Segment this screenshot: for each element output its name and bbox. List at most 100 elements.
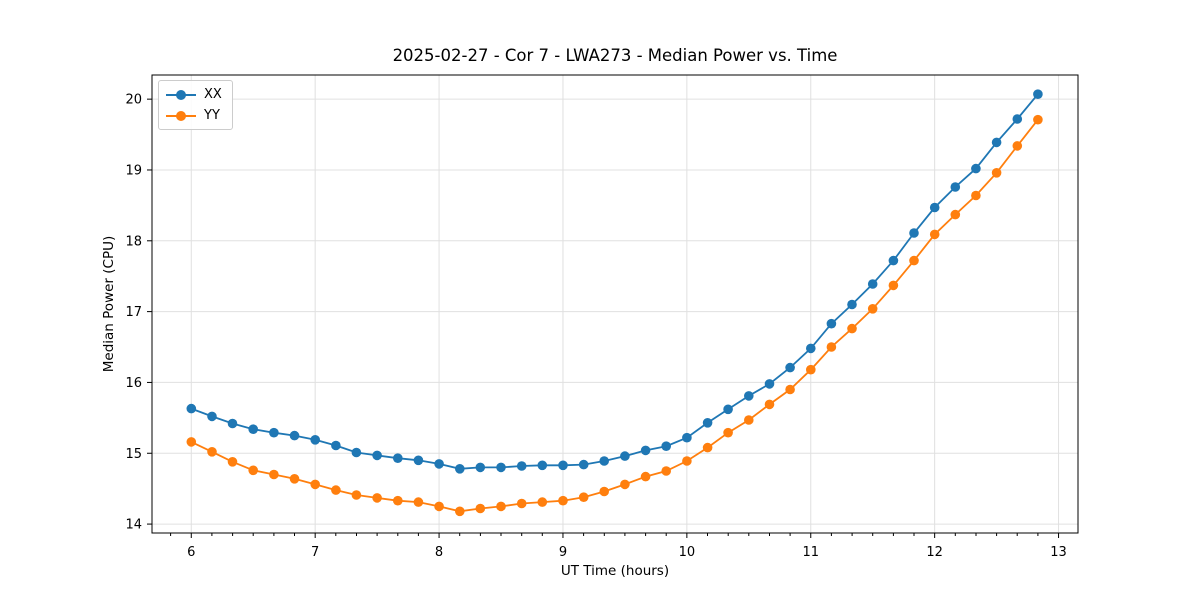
legend-marker-xx-icon bbox=[166, 89, 196, 101]
series-xx-marker bbox=[826, 318, 837, 329]
series-yy-marker bbox=[1033, 114, 1043, 125]
legend: XX YY bbox=[158, 80, 233, 130]
series-yy-marker bbox=[289, 474, 300, 484]
series-yy-marker bbox=[1012, 141, 1023, 151]
y-tick-label: 14 bbox=[125, 518, 142, 533]
x-axis-label: UT Time (hours) bbox=[560, 563, 670, 579]
series-yy-marker bbox=[537, 497, 548, 507]
series-xx-marker bbox=[227, 418, 238, 429]
series-xx-marker bbox=[682, 432, 692, 443]
series-yy-marker bbox=[558, 495, 568, 506]
series-yy-marker bbox=[207, 447, 217, 457]
y-tick-label: 20 bbox=[125, 93, 142, 108]
series-xx-marker bbox=[640, 445, 651, 456]
series-xx-marker bbox=[744, 391, 754, 401]
series-xx-marker bbox=[248, 424, 258, 435]
series-xx-marker bbox=[372, 450, 382, 461]
series-xx-marker bbox=[1033, 89, 1043, 99]
legend-label-xx: XX bbox=[204, 87, 222, 102]
legend-item-xx: XX bbox=[166, 85, 222, 104]
series-yy-marker bbox=[806, 364, 816, 375]
series-xx-marker bbox=[558, 460, 568, 471]
x-tick-label: 10 bbox=[679, 545, 696, 560]
series-xx-marker bbox=[702, 418, 713, 428]
series-yy-marker bbox=[785, 384, 795, 395]
series-yy-marker bbox=[744, 415, 754, 425]
x-tick-label: 7 bbox=[311, 545, 319, 560]
series-xx-marker bbox=[620, 451, 630, 461]
series-xx-marker bbox=[971, 163, 981, 174]
series-yy-marker bbox=[929, 229, 940, 240]
series-xx-marker bbox=[991, 137, 1002, 148]
legend-label-yy: YY bbox=[204, 108, 220, 123]
y-tick-label: 19 bbox=[125, 163, 142, 178]
series-xx-marker bbox=[207, 411, 217, 422]
x-tick-label: 12 bbox=[926, 545, 943, 560]
series-xx-marker bbox=[764, 379, 775, 389]
series-yy-marker bbox=[516, 498, 527, 509]
series-xx-marker bbox=[847, 299, 857, 310]
series-yy-marker bbox=[578, 492, 589, 503]
series-xx-marker bbox=[455, 464, 465, 474]
series-yy-marker bbox=[186, 437, 197, 447]
series-xx-marker bbox=[269, 427, 279, 438]
series-yy-marker bbox=[227, 457, 238, 467]
plot-frame bbox=[151, 74, 1079, 534]
legend-marker-yy-icon bbox=[166, 110, 196, 122]
series-yy-marker bbox=[269, 469, 279, 480]
series-yy-marker bbox=[393, 495, 403, 506]
series-yy-marker bbox=[909, 255, 919, 266]
series-xx-marker bbox=[537, 460, 548, 471]
series-xx-marker bbox=[475, 462, 486, 473]
grid-lines bbox=[152, 75, 1078, 533]
series-yy-marker bbox=[847, 323, 857, 334]
series-yy-marker bbox=[702, 442, 713, 453]
series-yy-marker bbox=[331, 485, 341, 495]
series-xx-line bbox=[190, 93, 1039, 470]
series-yy-marker bbox=[950, 209, 961, 220]
legend-item-yy: YY bbox=[166, 106, 222, 125]
series-yy-marker bbox=[248, 465, 258, 476]
y-tick-label: 15 bbox=[125, 447, 142, 462]
series-xx-marker bbox=[186, 403, 197, 414]
series-yy-marker bbox=[971, 190, 981, 201]
chart-title: 2025-02-27 - Cor 7 - LWA273 - Median Pow… bbox=[392, 46, 838, 65]
series-yy-marker bbox=[723, 427, 733, 438]
series-yy-marker bbox=[434, 501, 444, 512]
series-yy-marker bbox=[661, 466, 671, 476]
series-xx-marker bbox=[578, 459, 589, 470]
series-xx-marker bbox=[599, 456, 609, 466]
y-tick-label: 16 bbox=[125, 376, 142, 391]
series-yy-marker bbox=[640, 471, 651, 482]
series-xx-marker bbox=[888, 255, 899, 266]
series-yy-marker bbox=[455, 506, 465, 517]
series-xx-marker bbox=[867, 279, 878, 289]
series-xx-marker bbox=[929, 202, 940, 213]
series-xx-marker bbox=[909, 228, 919, 238]
series-xx-marker bbox=[1012, 114, 1023, 124]
series-yy-marker bbox=[413, 497, 424, 507]
series-yy-marker bbox=[310, 479, 321, 490]
y-tick-label: 17 bbox=[125, 305, 142, 320]
axis-ticks bbox=[147, 98, 1060, 538]
series-xx-marker bbox=[331, 440, 341, 451]
tick-labels: 6 7 8 9 10 11 12 13 14 15 16 17 18 19 20 bbox=[125, 93, 1066, 560]
series-xx bbox=[186, 89, 1043, 474]
series-xx-marker bbox=[351, 447, 362, 458]
series-xx-marker bbox=[289, 430, 300, 441]
series-xx-marker bbox=[661, 441, 671, 452]
y-tick-label: 18 bbox=[125, 234, 142, 249]
series-xx-marker bbox=[785, 362, 795, 373]
series-yy-marker bbox=[475, 503, 486, 514]
x-tick-label: 13 bbox=[1050, 545, 1067, 560]
series-yy-marker bbox=[599, 486, 609, 497]
series-yy-marker bbox=[888, 280, 899, 291]
series-xx-marker bbox=[950, 182, 961, 192]
series-yy-marker bbox=[682, 456, 692, 466]
series-yy-marker bbox=[372, 493, 382, 503]
series-xx-marker bbox=[413, 455, 424, 466]
series-yy-marker bbox=[867, 304, 878, 314]
series-yy-marker bbox=[826, 342, 837, 352]
